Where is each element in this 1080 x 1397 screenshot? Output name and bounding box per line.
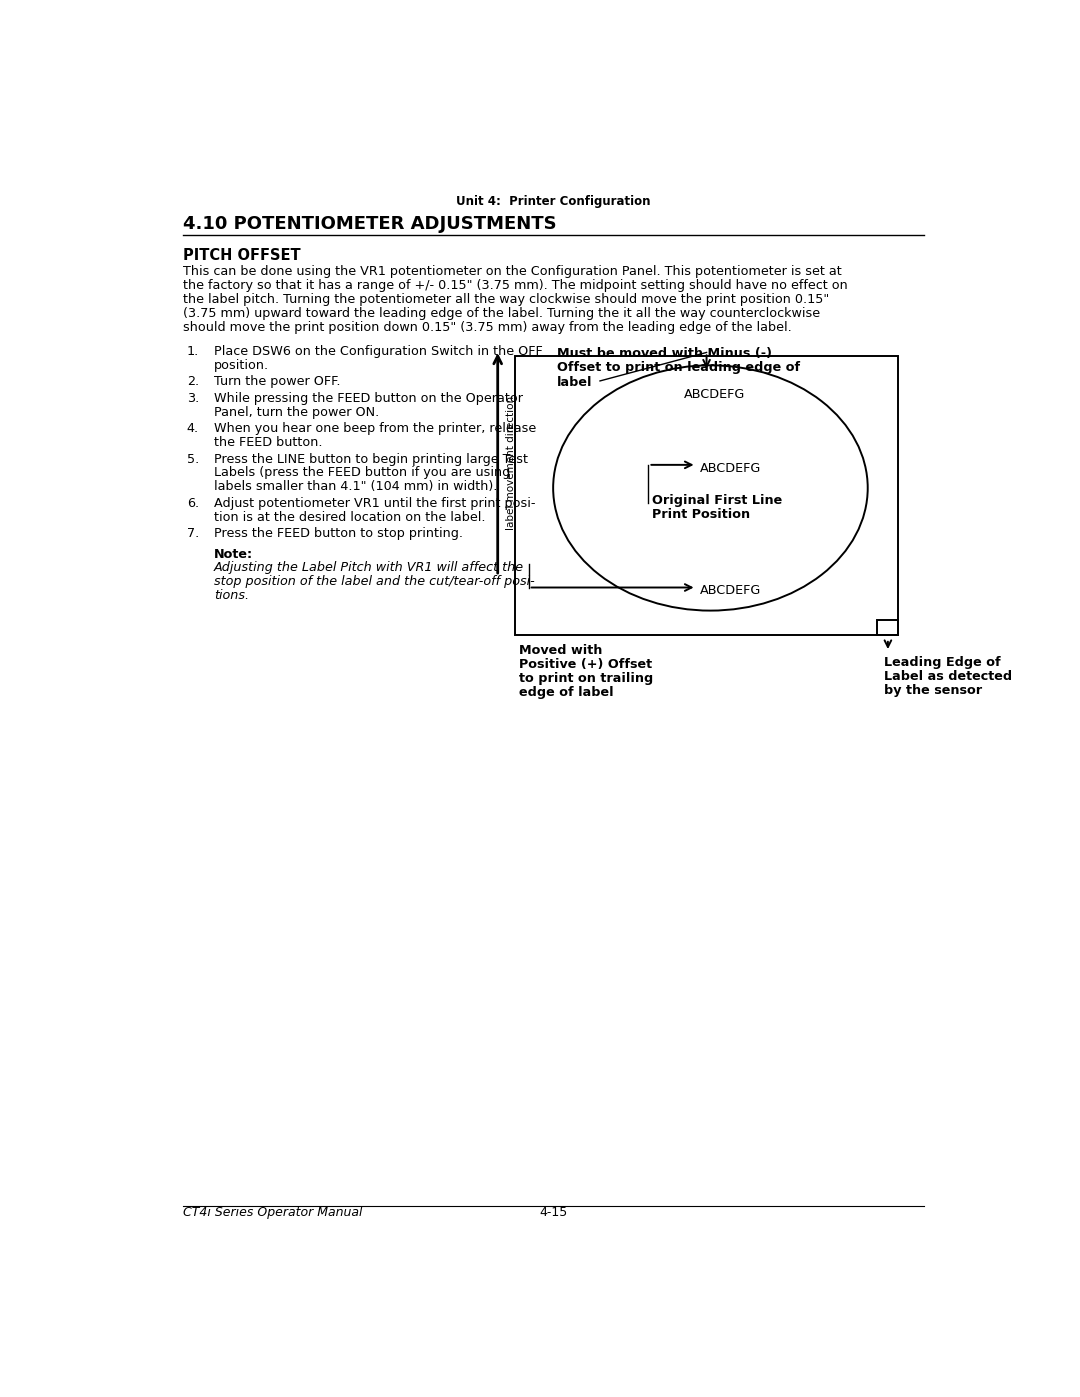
Text: (3.75 mm) upward toward the leading edge of the label. Turning the it all the wa: (3.75 mm) upward toward the leading edge… (183, 307, 820, 320)
Text: Offset to print on leading edge of: Offset to print on leading edge of (557, 362, 800, 374)
Text: tions.: tions. (214, 590, 249, 602)
Text: While pressing the FEED button on the Operator: While pressing the FEED button on the Op… (214, 391, 523, 405)
Text: edge of label: edge of label (518, 686, 613, 700)
Text: Place DSW6 on the Configuration Switch in the OFF: Place DSW6 on the Configuration Switch i… (214, 345, 543, 358)
Text: Panel, turn the power ON.: Panel, turn the power ON. (214, 405, 379, 419)
Text: label movement direction: label movement direction (505, 395, 516, 529)
Text: 3.: 3. (187, 391, 199, 405)
Text: to print on trailing: to print on trailing (518, 672, 653, 686)
Text: Adjust potentiometer VR1 until the first print posi-: Adjust potentiometer VR1 until the first… (214, 497, 536, 510)
Text: by the sensor: by the sensor (885, 685, 982, 697)
Text: Moved with: Moved with (518, 644, 602, 657)
Text: labels smaller than 4.1" (104 mm) in width).: labels smaller than 4.1" (104 mm) in wid… (214, 481, 498, 493)
Text: the label pitch. Turning the potentiometer all the way clockwise should move the: the label pitch. Turning the potentiomet… (183, 293, 829, 306)
Text: 2.: 2. (187, 376, 199, 388)
Text: Adjusting the Label Pitch with VR1 will affect the: Adjusting the Label Pitch with VR1 will … (214, 562, 524, 574)
Text: stop position of the label and the cut/tear-off posi-: stop position of the label and the cut/t… (214, 576, 535, 588)
Text: label: label (557, 376, 593, 388)
Text: 6.: 6. (187, 497, 199, 510)
Text: ABCDEFG: ABCDEFG (700, 462, 761, 475)
Text: CT4i Series Operator Manual: CT4i Series Operator Manual (183, 1206, 363, 1218)
Text: Must be moved with Minus (-): Must be moved with Minus (-) (557, 346, 772, 360)
Text: Turn the power OFF.: Turn the power OFF. (214, 376, 340, 388)
Text: Press the FEED button to stop printing.: Press the FEED button to stop printing. (214, 527, 463, 541)
Text: Unit 4:  Printer Configuration: Unit 4: Printer Configuration (456, 194, 651, 208)
Text: the factory so that it has a range of +/- 0.15" (3.75 mm). The midpoint setting : the factory so that it has a range of +/… (183, 279, 848, 292)
Text: 7.: 7. (187, 527, 199, 541)
Text: This can be done using the VR1 potentiometer on the Configuration Panel. This po: This can be done using the VR1 potentiom… (183, 265, 841, 278)
Text: position.: position. (214, 359, 269, 372)
Text: Labels (press the FEED button if you are using: Labels (press the FEED button if you are… (214, 467, 511, 479)
Text: Label as detected: Label as detected (885, 669, 1012, 683)
Text: ABCDEFG: ABCDEFG (700, 584, 761, 598)
Text: tion is at the desired location on the label.: tion is at the desired location on the l… (214, 511, 486, 524)
Text: 4.: 4. (187, 422, 199, 434)
Text: Leading Edge of: Leading Edge of (885, 655, 1001, 669)
Text: the FEED button.: the FEED button. (214, 436, 323, 448)
Text: Print Position: Print Position (652, 509, 751, 521)
Text: should move the print position down 0.15" (3.75 mm) away from the leading edge o: should move the print position down 0.15… (183, 321, 792, 334)
Bar (877, 620, 899, 636)
Text: Press the LINE button to begin printing large Test: Press the LINE button to begin printing … (214, 453, 528, 465)
Text: PITCH OFFSET: PITCH OFFSET (183, 249, 300, 264)
Text: Note:: Note: (214, 548, 253, 560)
Text: When you hear one beep from the printer, release: When you hear one beep from the printer,… (214, 422, 537, 434)
Text: Original First Line: Original First Line (652, 495, 783, 507)
Text: ABCDEFG: ABCDEFG (684, 388, 745, 401)
Bar (515, 356, 899, 636)
Text: 4-15: 4-15 (539, 1206, 568, 1218)
Text: 4.10 POTENTIOMETER ADJUSTMENTS: 4.10 POTENTIOMETER ADJUSTMENTS (183, 215, 556, 233)
Text: Positive (+) Offset: Positive (+) Offset (518, 658, 651, 672)
Text: 5.: 5. (187, 453, 199, 465)
Text: 1.: 1. (187, 345, 199, 358)
